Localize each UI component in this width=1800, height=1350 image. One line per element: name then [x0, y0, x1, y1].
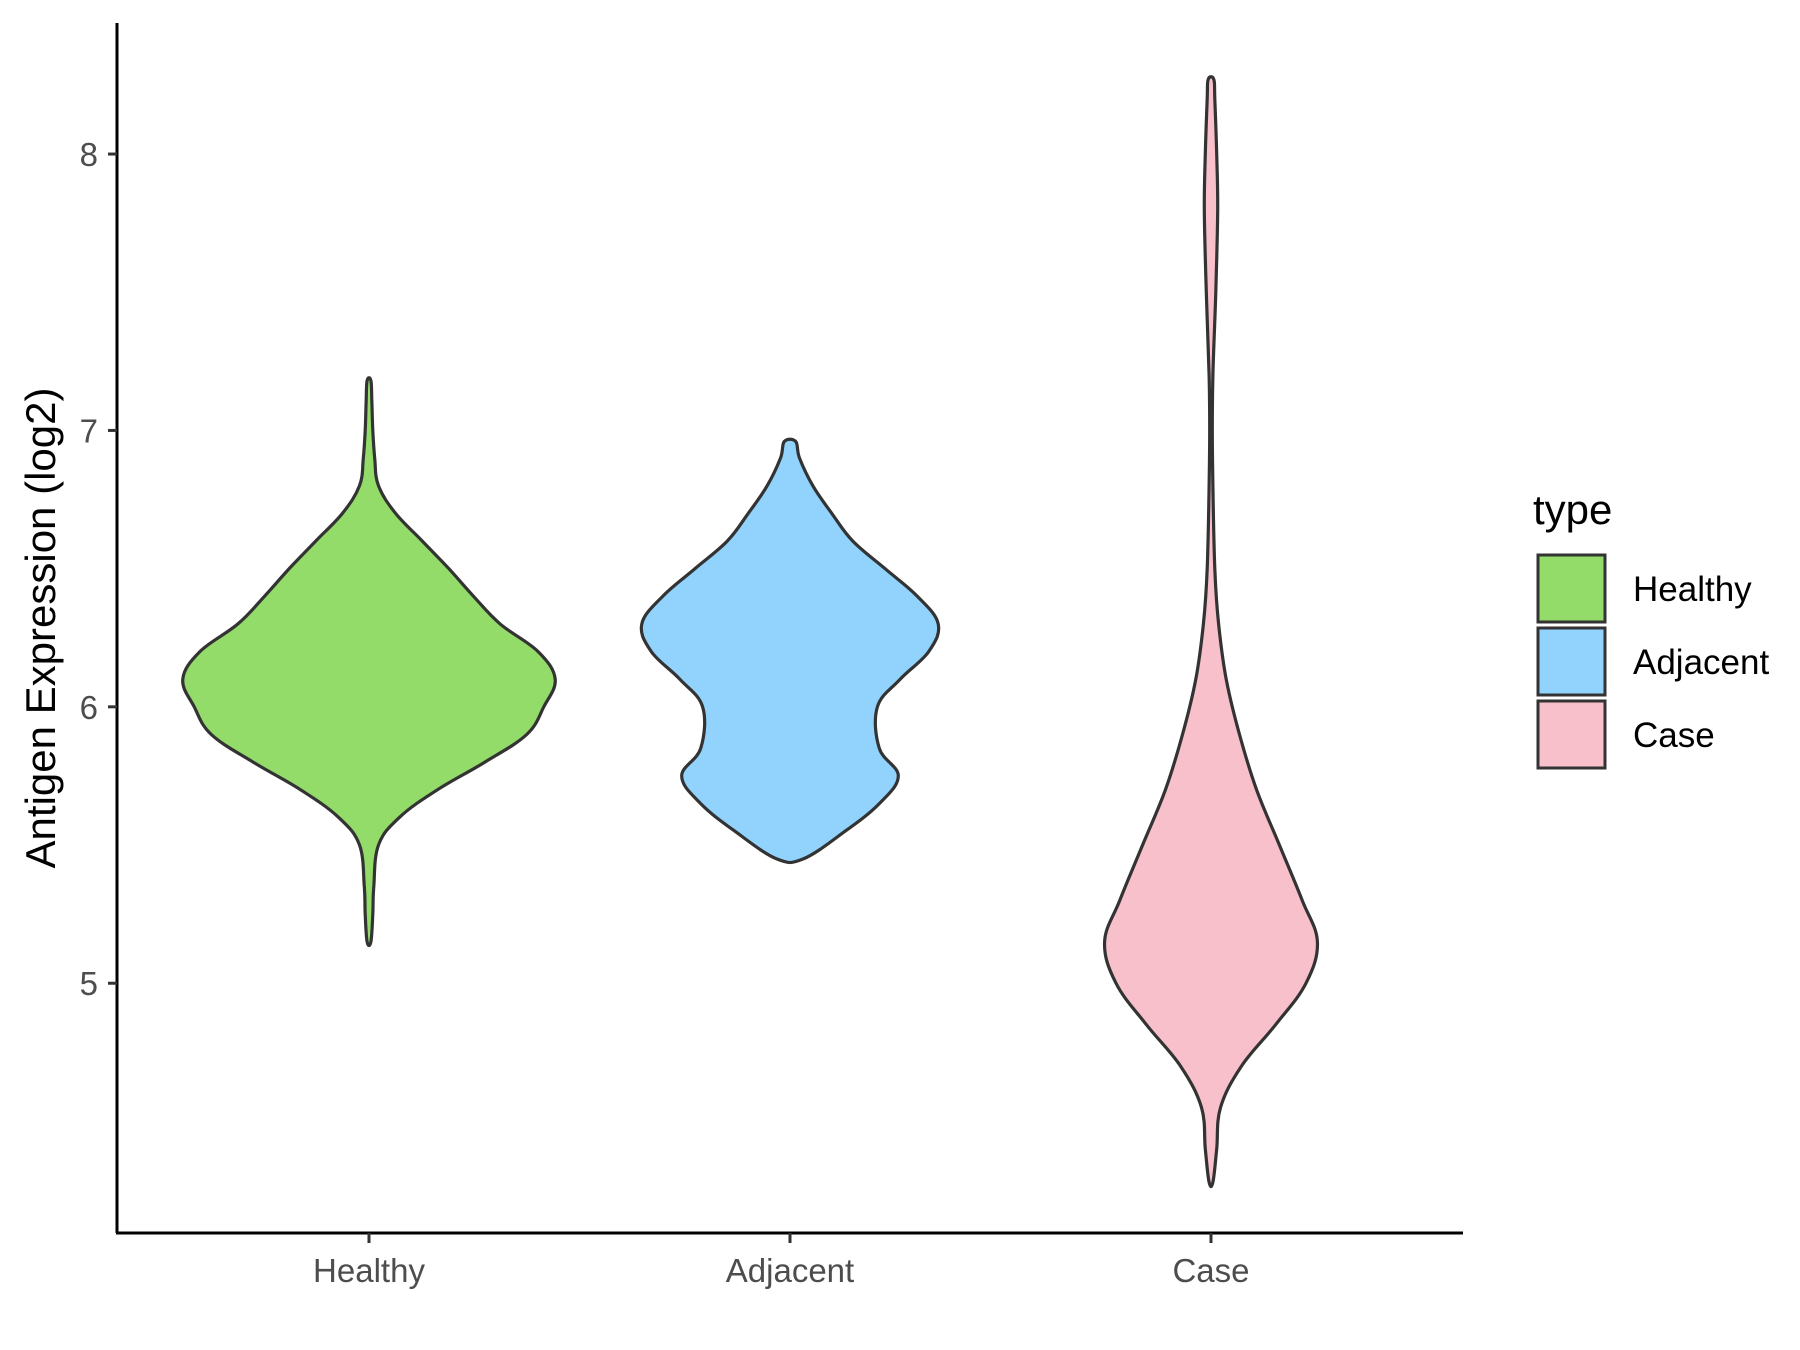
- y-axis-title: Antigen Expression (log2): [17, 388, 64, 869]
- x-ticks-group: Healthy Adjacent Case: [313, 1233, 1250, 1289]
- x-tick-label-case: Case: [1172, 1252, 1249, 1289]
- violins-group: [181, 75, 1320, 1189]
- violin-case: [1102, 75, 1320, 1189]
- legend-items: Healthy Adjacent Case: [1536, 553, 1769, 770]
- x-tick-label-healthy: Healthy: [313, 1252, 425, 1289]
- legend: type Healthy Adjacent Case: [1533, 486, 1769, 770]
- legend-title: type: [1533, 486, 1612, 533]
- legend-swatch-healthy: [1536, 553, 1607, 624]
- violin-healthy: [181, 376, 557, 948]
- violin-adjacent: [639, 437, 941, 865]
- legend-label-case: Case: [1633, 716, 1715, 755]
- y-tick-label-5: 5: [80, 965, 98, 1002]
- y-tick-label-8: 8: [80, 136, 98, 173]
- x-tick-label-adjacent: Adjacent: [726, 1252, 854, 1289]
- y-tick-label-6: 6: [80, 689, 98, 726]
- y-ticks-group: 5 6 7 8: [80, 136, 117, 1002]
- y-tick-label-7: 7: [80, 412, 98, 449]
- legend-label-adjacent: Adjacent: [1633, 643, 1769, 682]
- legend-swatch-adjacent: [1536, 626, 1607, 697]
- legend-label-healthy: Healthy: [1633, 570, 1752, 609]
- legend-swatch-case: [1536, 699, 1607, 770]
